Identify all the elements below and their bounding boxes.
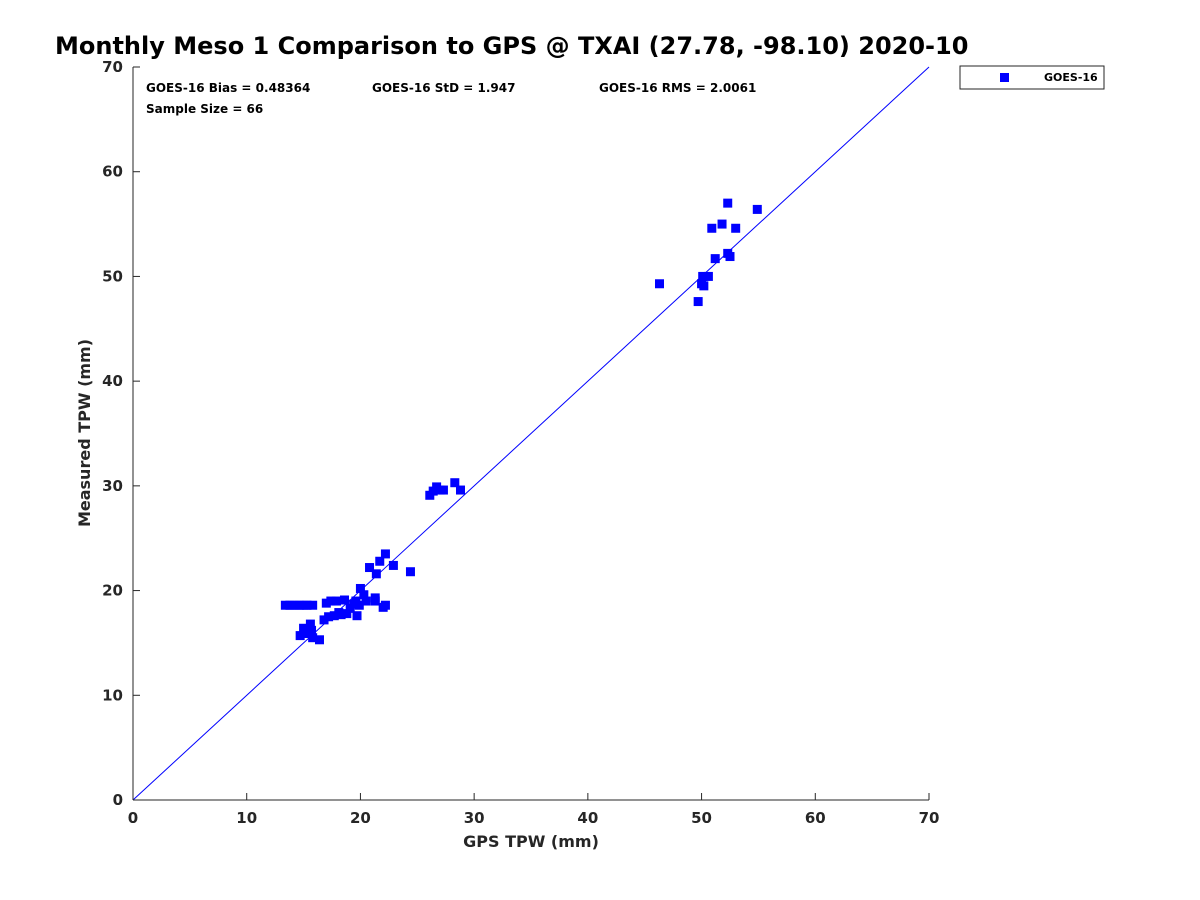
data-point xyxy=(314,635,324,645)
data-point xyxy=(455,485,465,495)
data-point xyxy=(280,600,290,610)
legend-label-goes-16: GOES-16 xyxy=(1044,71,1098,84)
data-point xyxy=(370,596,380,606)
y-tick-label: 50 xyxy=(102,267,123,285)
data-point xyxy=(710,254,720,264)
data-point xyxy=(307,625,317,635)
data-point xyxy=(731,223,741,233)
stat-bias: GOES-16 Bias = 0.48364 xyxy=(146,81,310,95)
data-point xyxy=(321,598,331,608)
data-point xyxy=(340,595,350,605)
data-point xyxy=(332,596,342,606)
x-tick-label: 50 xyxy=(691,809,712,827)
x-axis-ticks: 0 10 20 30 40 50 60 70 xyxy=(128,793,940,827)
data-point xyxy=(365,563,375,573)
y-tick-label: 60 xyxy=(102,163,123,181)
data-point xyxy=(698,271,708,281)
stat-std: GOES-16 StD = 1.947 xyxy=(372,81,515,95)
data-point xyxy=(703,271,713,281)
data-point xyxy=(450,478,460,488)
data-point xyxy=(294,600,304,610)
data-point xyxy=(308,600,318,610)
y-tick-label: 30 xyxy=(102,477,123,495)
data-point xyxy=(295,631,305,641)
x-tick-label: 0 xyxy=(128,809,138,827)
data-point xyxy=(289,600,299,610)
data-point xyxy=(438,485,448,495)
x-tick-label: 10 xyxy=(236,809,257,827)
data-point xyxy=(699,281,709,291)
chart-title: Monthly Meso 1 Comparison to GPS @ TXAI … xyxy=(55,32,968,60)
reference-line-1to1 xyxy=(132,66,930,801)
data-point xyxy=(375,556,385,566)
data-point xyxy=(305,619,315,629)
data-point xyxy=(654,279,664,289)
data-point xyxy=(359,590,369,600)
stat-sample-size: Sample Size = 66 xyxy=(146,102,263,116)
y-tick-label: 20 xyxy=(102,582,123,600)
data-point xyxy=(717,219,727,229)
y-axis-label: Measured TPW (mm) xyxy=(75,339,94,527)
data-point xyxy=(302,629,312,639)
data-point xyxy=(380,549,390,559)
reference-line-layer xyxy=(132,66,930,801)
x-tick-label: 60 xyxy=(805,809,826,827)
data-point xyxy=(388,560,398,570)
stat-rms: GOES-16 RMS = 2.0061 xyxy=(599,81,756,95)
data-point xyxy=(319,615,329,625)
y-tick-label: 40 xyxy=(102,372,123,390)
data-point xyxy=(693,297,703,307)
y-axis-ticks: 0 10 20 30 40 50 60 70 xyxy=(102,58,140,809)
legend-marker-goes-16 xyxy=(1000,73,1009,82)
x-tick-label: 30 xyxy=(464,809,485,827)
data-point xyxy=(324,612,334,622)
y-tick-label: 0 xyxy=(113,791,123,809)
data-point xyxy=(352,611,362,621)
y-tick-label: 10 xyxy=(102,686,123,704)
data-point xyxy=(355,583,365,593)
scatter-points xyxy=(280,198,762,645)
y-tick-label: 70 xyxy=(102,58,123,76)
legend-box xyxy=(959,65,1105,90)
data-point xyxy=(380,600,390,610)
data-point xyxy=(707,223,717,233)
data-point xyxy=(299,623,309,633)
data-point xyxy=(285,600,295,610)
legend: GOES-16 xyxy=(959,65,1105,90)
x-tick-label: 70 xyxy=(919,809,940,827)
data-point xyxy=(336,610,346,620)
data-point xyxy=(371,569,381,579)
data-point xyxy=(326,596,336,606)
data-point xyxy=(405,567,415,577)
x-tick-label: 20 xyxy=(350,809,371,827)
x-tick-label: 40 xyxy=(577,809,598,827)
data-point xyxy=(752,204,762,214)
data-point xyxy=(723,198,733,208)
data-point xyxy=(302,600,312,610)
x-axis-label: GPS TPW (mm) xyxy=(463,832,599,851)
data-point xyxy=(308,633,318,643)
data-point xyxy=(354,600,364,610)
data-point xyxy=(361,596,371,606)
data-point xyxy=(342,609,352,619)
data-point xyxy=(329,611,339,621)
data-point xyxy=(725,252,735,262)
